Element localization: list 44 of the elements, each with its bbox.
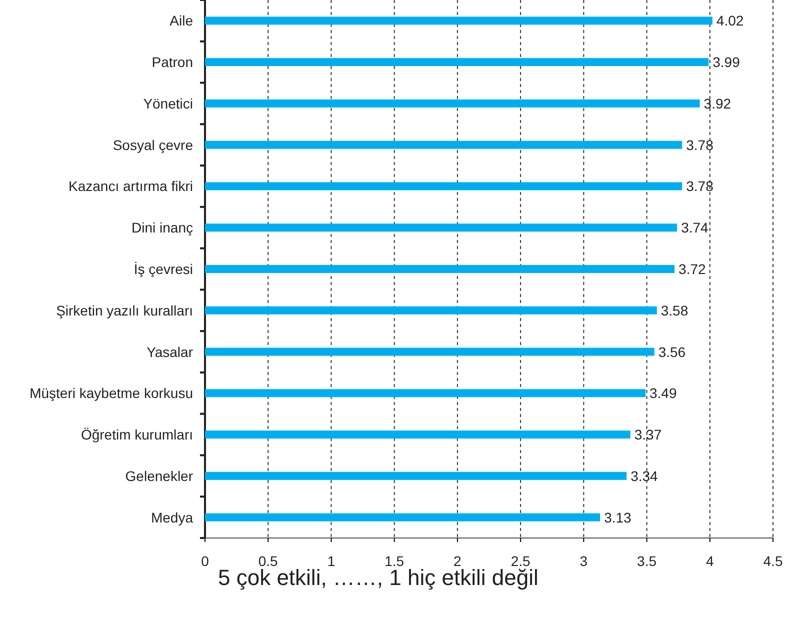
y-tick-label: Dini inanç [132, 220, 193, 236]
y-tick-label: Yönetici [143, 95, 193, 112]
data-label: 3.56 [658, 344, 686, 360]
x-tick-label: 4.5 [763, 552, 783, 569]
data-label: 3.58 [660, 302, 688, 318]
data-label: 3.13 [604, 509, 632, 526]
y-tick-label: Gelenekler [125, 468, 194, 484]
bar [205, 513, 600, 522]
x-tick-label: 4 [706, 552, 714, 569]
y-tick-label: Öğretim kurumları [80, 426, 193, 443]
bar [205, 265, 675, 273]
y-tick-label: Patron [152, 54, 193, 70]
bar [205, 99, 700, 108]
bar [205, 389, 646, 398]
bar [205, 16, 712, 25]
bar [205, 430, 630, 439]
y-tick-label: İş çevresi [134, 261, 193, 277]
y-tick-label: Yasalar [146, 344, 194, 360]
x-tick-label: 3.5 [637, 552, 657, 569]
data-label: 3.92 [704, 95, 732, 112]
data-label: 4.02 [716, 12, 744, 29]
bar [205, 182, 682, 190]
y-tick-label: Sosyal çevre [112, 136, 194, 153]
data-label: 3.34 [630, 468, 658, 484]
y-tick-label: Kazancı artırma fikri [68, 178, 193, 194]
y-tick-label: Medya [150, 509, 194, 526]
bar [205, 472, 627, 480]
data-label: 3.99 [712, 54, 740, 70]
bar [205, 348, 654, 356]
y-tick-label: Müşteri kaybetme korkusu [30, 385, 193, 402]
data-label: 3.49 [650, 385, 677, 402]
x-tick-label: 0 [201, 552, 210, 569]
y-tick-label: Şirketin yazılı kuralları [56, 302, 193, 318]
data-label: 3.78 [686, 136, 714, 153]
data-label: 3.72 [678, 261, 706, 277]
bar [205, 140, 682, 149]
x-tick-label: 3 [580, 552, 588, 569]
data-label: 3.74 [681, 220, 709, 236]
data-label: 3.37 [634, 426, 662, 443]
bar [205, 306, 657, 314]
y-tick-label: Aile [170, 12, 194, 29]
bar [205, 224, 678, 232]
data-label: 3.78 [686, 178, 714, 194]
bar [205, 58, 709, 66]
